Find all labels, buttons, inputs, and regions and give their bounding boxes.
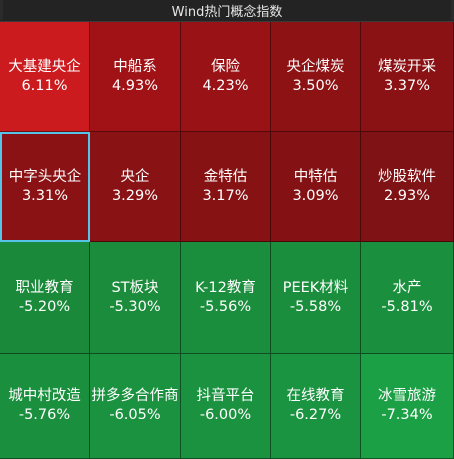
concept-change: -6.05% <box>109 407 161 423</box>
concept-name: K-12教育 <box>195 279 256 296</box>
panel-title: Wind热门概念指数 <box>171 5 283 20</box>
concept-change: 2.93% <box>383 187 431 204</box>
concept-tile[interactable]: 抖音平台 -6.00% <box>181 354 271 459</box>
concept-name: 职业教育 <box>15 279 74 296</box>
concept-tile[interactable]: 城中村改造 -5.76% <box>0 354 90 459</box>
concept-name: PEEK材料 <box>282 279 349 296</box>
concept-change: -6.00% <box>199 407 252 423</box>
concept-tile[interactable]: 央企煤炭 3.50% <box>271 22 361 132</box>
panel-title-bar: Wind热门概念指数 <box>0 0 454 22</box>
concept-change: 6.11% <box>21 77 68 94</box>
concept-change: 3.09% <box>292 187 339 204</box>
concept-name: 保险 <box>211 58 240 75</box>
concept-tile[interactable]: K-12教育 -5.56% <box>181 242 271 354</box>
concept-name: 煤炭开采 <box>378 58 436 75</box>
concept-name: 中字头央企 <box>8 169 82 185</box>
concept-change: 3.29% <box>111 187 159 204</box>
concept-name: 炒股软件 <box>378 168 436 185</box>
concept-change: -5.81% <box>381 298 433 315</box>
concept-name: 金特估 <box>203 168 248 185</box>
concept-tile[interactable]: PEEK材料 -5.58% <box>271 242 361 354</box>
title-left-corner <box>0 0 3 20</box>
concept-change: -5.30% <box>109 298 161 315</box>
concept-name: 抖音平台 <box>196 388 255 404</box>
concept-tile[interactable]: 中特估 3.09% <box>271 132 361 242</box>
concept-change: -7.34% <box>381 407 433 423</box>
concept-name: 在线教育 <box>286 388 345 404</box>
concept-change: -5.58% <box>289 298 342 315</box>
concept-tile[interactable]: 央企 3.29% <box>90 132 181 242</box>
concept-tile[interactable]: 金特估 3.17% <box>181 132 271 242</box>
concept-name: ST板块 <box>111 279 159 296</box>
concept-name: 大基建央企 <box>8 58 81 75</box>
concept-change: -5.76% <box>18 407 71 423</box>
concept-tile[interactable]: 职业教育 -5.20% <box>0 242 90 354</box>
title-right-corner <box>451 0 454 20</box>
concept-tile[interactable]: ST板块 -5.30% <box>90 242 181 354</box>
concept-tile[interactable]: 水产 -5.81% <box>361 242 454 354</box>
concept-change: -5.20% <box>18 298 71 315</box>
concept-change: 4.93% <box>111 77 159 94</box>
concept-tile[interactable]: 中船系 4.93% <box>90 22 181 132</box>
concept-name: 城中村改造 <box>8 388 81 404</box>
concept-change: 3.50% <box>292 77 339 94</box>
concept-tile[interactable]: 大基建央企 6.11% <box>0 22 90 132</box>
concept-tile[interactable]: 在线教育 -6.27% <box>271 354 361 459</box>
concept-name: 中特估 <box>293 168 338 185</box>
concept-tile[interactable]: 炒股软件 2.93% <box>361 132 454 242</box>
concept-tile[interactable]: 保险 4.23% <box>181 22 271 132</box>
concept-change: 4.23% <box>202 77 249 94</box>
concept-name: 中船系 <box>113 58 157 75</box>
concept-tile[interactable]: 拼多多合作商 -6.05% <box>90 354 181 459</box>
concept-name: 央企煤炭 <box>286 58 345 75</box>
concept-name: 央企 <box>120 168 150 185</box>
concept-tile[interactable]: 煤炭开采 3.37% <box>361 22 454 132</box>
concept-change: -5.56% <box>199 298 252 315</box>
concept-tile-selected[interactable]: 中字头央企 3.31% <box>0 132 90 242</box>
concept-change: -6.27% <box>289 407 342 423</box>
concept-tile[interactable]: 冰雪旅游 -7.34% <box>361 354 454 459</box>
concept-name: 拼多多合作商 <box>91 388 179 404</box>
concept-name: 水产 <box>392 279 422 296</box>
concept-index-grid: 大基建央企 6.11% 中船系 4.93% 保险 4.23% 央企煤炭 3.50% 煤炭… <box>0 22 454 459</box>
concept-change: 3.31% <box>21 188 69 204</box>
concept-change: 3.17% <box>202 187 249 204</box>
concept-change: 3.37% <box>383 77 431 94</box>
concept-name: 冰雪旅游 <box>378 388 436 404</box>
